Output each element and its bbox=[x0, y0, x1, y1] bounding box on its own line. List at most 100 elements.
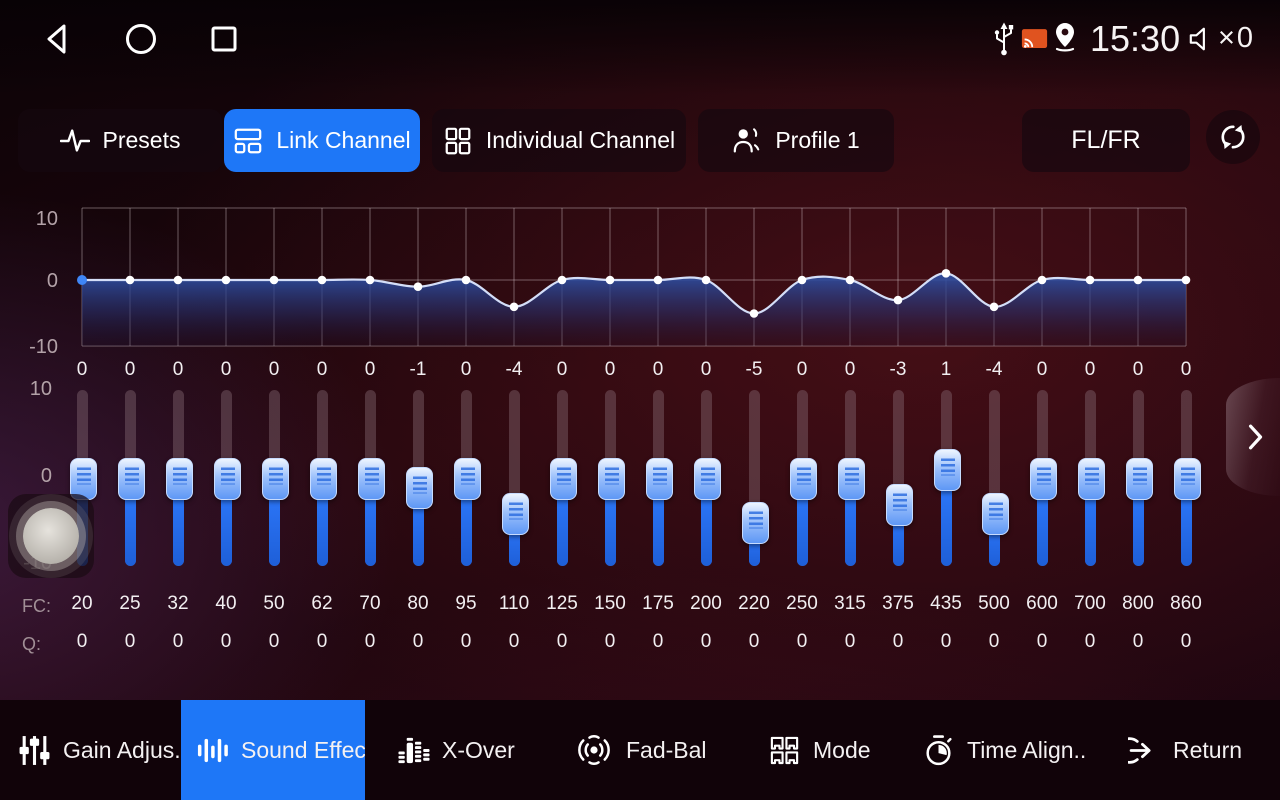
next-page-button[interactable] bbox=[1226, 378, 1280, 496]
eq-band-slider[interactable] bbox=[586, 390, 634, 566]
tab-link-channel[interactable]: Link Channel bbox=[224, 109, 420, 172]
tab-profile[interactable]: Profile 1 bbox=[698, 109, 894, 172]
slider-thumb[interactable] bbox=[982, 493, 1009, 536]
slider-thumb[interactable] bbox=[838, 458, 865, 500]
slider-thumb[interactable] bbox=[166, 458, 193, 500]
slider-thumb[interactable] bbox=[790, 458, 817, 500]
eq-band-slider[interactable] bbox=[1018, 390, 1066, 566]
slider-thumb[interactable] bbox=[358, 458, 385, 500]
eq-band-slider[interactable] bbox=[1114, 390, 1162, 566]
eq-band-slider[interactable] bbox=[394, 390, 442, 566]
eq-point[interactable] bbox=[557, 275, 567, 285]
eq-point[interactable] bbox=[413, 282, 423, 291]
reset-button[interactable] bbox=[1206, 110, 1260, 164]
slider-thumb[interactable] bbox=[118, 458, 145, 500]
eq-point[interactable] bbox=[365, 275, 375, 285]
eq-band-slider[interactable] bbox=[778, 390, 826, 566]
nav-item-x-over[interactable]: X-Over bbox=[397, 700, 515, 800]
slider-thumb[interactable] bbox=[550, 458, 577, 500]
slider-track[interactable] bbox=[509, 390, 520, 566]
eq-band-slider[interactable] bbox=[106, 390, 154, 566]
channel-select-button[interactable]: FL/FR bbox=[1022, 109, 1190, 172]
eq-band-slider[interactable] bbox=[682, 390, 730, 566]
eq-band-slider[interactable] bbox=[298, 390, 346, 566]
eq-band-slider[interactable] bbox=[538, 390, 586, 566]
eq-gain-label: 0 bbox=[221, 359, 232, 380]
q-value: 0 bbox=[940, 631, 952, 652]
q-value: 0 bbox=[460, 631, 472, 652]
slider-fill bbox=[1037, 478, 1048, 566]
slider-thumb[interactable] bbox=[1126, 458, 1153, 500]
eq-point[interactable] bbox=[461, 275, 471, 285]
eq-point[interactable] bbox=[893, 295, 903, 305]
slider-thumb[interactable] bbox=[406, 466, 433, 509]
nav-item-gain-adjust[interactable]: Gain Adjus.. bbox=[18, 700, 187, 800]
nav-item-time-align[interactable]: Time Align.. bbox=[922, 700, 1086, 800]
slider-thumb[interactable] bbox=[214, 458, 241, 500]
nav-item-mode[interactable]: Mode bbox=[768, 700, 871, 800]
slider-track[interactable] bbox=[989, 390, 1000, 566]
android-home-button[interactable] bbox=[123, 21, 159, 57]
eq-point[interactable] bbox=[989, 302, 999, 312]
slider-thumb[interactable] bbox=[886, 484, 913, 527]
slider-thumb[interactable] bbox=[934, 449, 961, 492]
eq-band-slider[interactable] bbox=[442, 390, 490, 566]
eq-band-slider[interactable] bbox=[970, 390, 1018, 566]
slider-thumb[interactable] bbox=[694, 458, 721, 500]
nav-item-return[interactable]: Return bbox=[1128, 700, 1242, 800]
eq-band-slider[interactable] bbox=[346, 390, 394, 566]
eq-band-slider[interactable] bbox=[730, 390, 778, 566]
slider-thumb[interactable] bbox=[598, 458, 625, 500]
slider-thumb[interactable] bbox=[262, 458, 289, 500]
slider-track[interactable] bbox=[749, 390, 760, 566]
eq-point[interactable] bbox=[653, 275, 663, 285]
volume-knob-dial[interactable] bbox=[23, 508, 79, 564]
eq-point[interactable] bbox=[1181, 275, 1191, 285]
android-recents-button[interactable] bbox=[206, 21, 242, 57]
android-back-button[interactable] bbox=[40, 21, 76, 57]
slider-thumb[interactable] bbox=[742, 502, 769, 544]
eq-point[interactable] bbox=[701, 275, 711, 285]
eq-point[interactable] bbox=[1085, 275, 1095, 285]
eq-band-slider[interactable] bbox=[922, 390, 970, 566]
eq-point[interactable] bbox=[221, 275, 231, 285]
eq-point[interactable] bbox=[125, 275, 135, 285]
slider-thumb-grip bbox=[1180, 467, 1195, 485]
eq-point[interactable] bbox=[173, 275, 183, 285]
eq-band-slider[interactable] bbox=[826, 390, 874, 566]
slider-thumb[interactable] bbox=[646, 458, 673, 500]
eq-point[interactable] bbox=[749, 309, 759, 318]
eq-point[interactable] bbox=[797, 275, 807, 285]
slider-track[interactable] bbox=[893, 390, 904, 566]
fc-value: 110 bbox=[498, 593, 530, 614]
eq-point[interactable] bbox=[317, 275, 327, 285]
slider-thumb[interactable] bbox=[1078, 458, 1105, 500]
nav-item-sound-effect[interactable]: Sound Effect bbox=[181, 700, 365, 800]
eq-band-slider[interactable] bbox=[1162, 390, 1210, 566]
eq-band-slider[interactable] bbox=[250, 390, 298, 566]
eq-point[interactable] bbox=[509, 302, 519, 312]
tab-presets[interactable]: Presets bbox=[18, 109, 222, 172]
slider-thumb[interactable] bbox=[310, 458, 337, 500]
eq-point[interactable] bbox=[941, 269, 951, 278]
eq-point[interactable] bbox=[845, 275, 855, 285]
eq-band-slider[interactable] bbox=[154, 390, 202, 566]
eq-band-slider[interactable] bbox=[1066, 390, 1114, 566]
slider-thumb[interactable] bbox=[1030, 458, 1057, 500]
eq-point[interactable] bbox=[77, 275, 87, 285]
eq-point[interactable] bbox=[1133, 275, 1143, 285]
slider-thumb[interactable] bbox=[502, 493, 529, 536]
eq-band-slider[interactable] bbox=[634, 390, 682, 566]
eq-band-slider[interactable] bbox=[202, 390, 250, 566]
nav-item-fad-bal[interactable]: Fad-Bal bbox=[574, 700, 707, 800]
slider-thumb[interactable] bbox=[1174, 458, 1201, 500]
tab-individual-channel[interactable]: Individual Channel bbox=[432, 109, 686, 172]
slider-thumb[interactable] bbox=[454, 458, 481, 500]
eq-point[interactable] bbox=[605, 275, 615, 285]
volume-knob[interactable] bbox=[8, 494, 94, 578]
eq-band-slider[interactable] bbox=[490, 390, 538, 566]
eq-point[interactable] bbox=[1037, 275, 1047, 285]
eq-gain-label: 0 bbox=[365, 359, 376, 380]
eq-point[interactable] bbox=[269, 275, 279, 285]
eq-band-slider[interactable] bbox=[874, 390, 922, 566]
